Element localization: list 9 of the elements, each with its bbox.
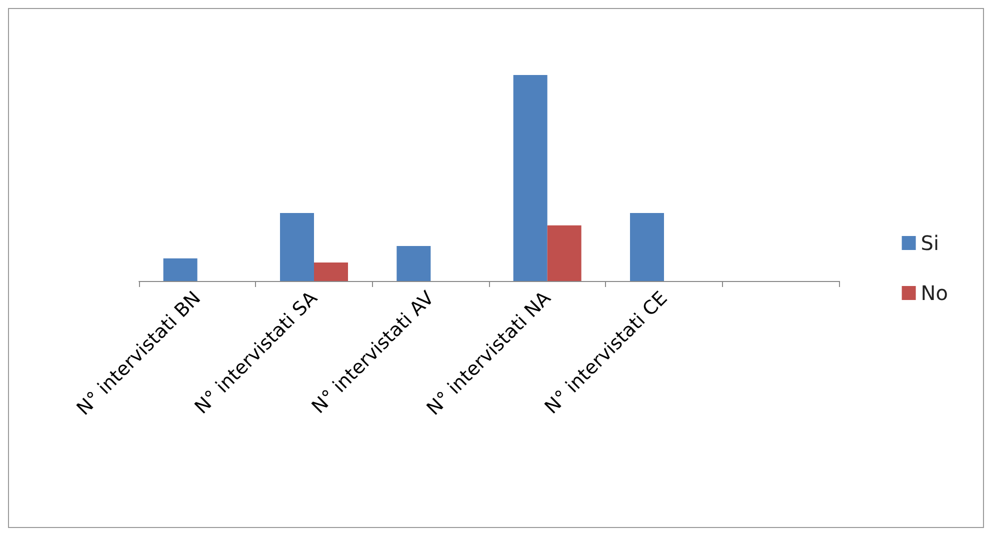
bar: [163, 258, 198, 281]
legend-label: No: [920, 281, 948, 305]
bar: [630, 213, 664, 281]
bar: [396, 246, 431, 281]
bar: [513, 75, 548, 281]
bar: [314, 262, 348, 281]
bar: [547, 225, 582, 281]
legend-label: Si: [920, 231, 940, 255]
bar: [280, 213, 314, 281]
